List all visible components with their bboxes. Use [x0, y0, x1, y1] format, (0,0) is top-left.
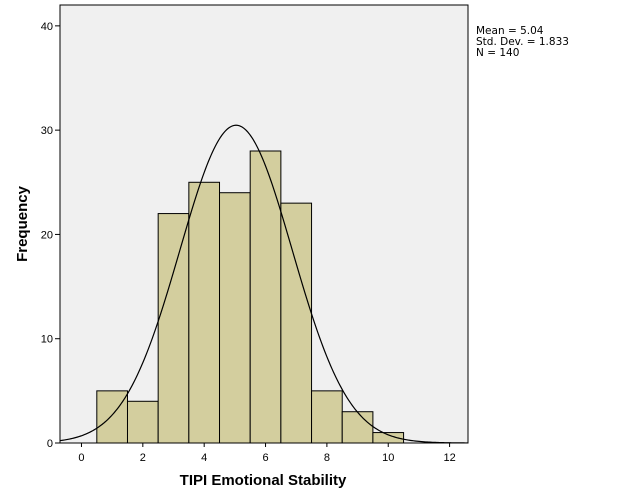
mean-stat: Mean = 5.04 [476, 25, 544, 37]
histogram-bar-8 [311, 390, 343, 444]
x-tick-label: 4 [201, 452, 207, 464]
x-tick-label: 12 [443, 452, 455, 464]
y-tick-label: 30 [41, 125, 53, 137]
histogram-bar-5 [219, 192, 251, 444]
y-tick-label: 0 [47, 438, 53, 450]
x-tick-label: 2 [140, 452, 146, 464]
bars-group [96, 150, 405, 444]
n-stat: N = 140 [476, 47, 520, 59]
histogram-bar-4 [188, 181, 221, 444]
y-axis-title: Frequency [14, 185, 31, 262]
histogram-bar-7 [280, 202, 313, 444]
histogram-bar-1 [96, 390, 128, 444]
x-tick-label: 8 [324, 452, 330, 464]
histogram-bar-2 [126, 400, 159, 444]
histogram-bar-3 [157, 213, 190, 444]
x-tick-label: 0 [78, 452, 84, 464]
axes-group: 0 2 4 6 8 10 12 0 10 20 30 40 [41, 21, 456, 464]
y-tick-label: 40 [41, 21, 53, 33]
histogram-bar-6 [249, 150, 282, 444]
y-tick-label: 20 [41, 229, 53, 241]
histogram-bar-9 [341, 411, 374, 444]
x-axis-title: TIPI Emotional Stability [180, 472, 347, 489]
y-tick-label: 10 [41, 334, 53, 346]
normal-curve [59, 124, 469, 444]
stats-legend: Mean = 5.04 Std. Dev. = 1.833 N = 140 [476, 26, 569, 59]
std-dev-stat: Std. Dev. = 1.833 [476, 36, 569, 48]
x-tick-label: 10 [382, 452, 394, 464]
x-tick-label: 6 [262, 452, 268, 464]
